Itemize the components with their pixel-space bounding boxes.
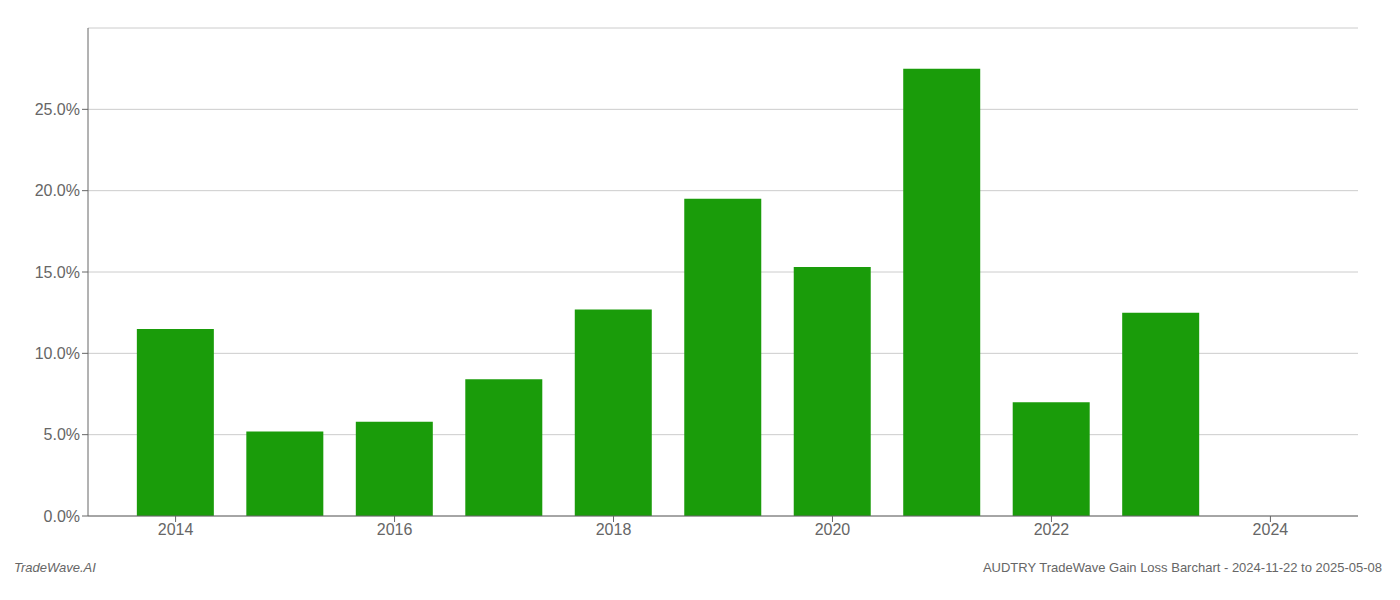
svg-text:2016: 2016 [377, 521, 413, 538]
svg-text:2020: 2020 [815, 521, 851, 538]
svg-text:2014: 2014 [158, 521, 194, 538]
svg-text:5.0%: 5.0% [44, 426, 80, 443]
html-text:AUDTRY TradeWave Gain Loss Bar: AUDTRY TradeWave Gain Loss Barchart - 20… [982, 560, 1382, 575]
svg-text:15.0%: 15.0% [35, 264, 80, 281]
svg-text:25.0%: 25.0% [35, 101, 80, 118]
svg-text:2024: 2024 [1253, 521, 1289, 538]
svg-text:2022: 2022 [1034, 521, 1070, 538]
svg-text:2018: 2018 [596, 521, 632, 538]
html-text:TradeWave.AI: TradeWave.AI [14, 560, 96, 575]
svg-text:20.0%: 20.0% [35, 182, 80, 199]
svg-text:0.0%: 0.0% [44, 508, 80, 525]
svg-text:10.0%: 10.0% [35, 345, 80, 362]
